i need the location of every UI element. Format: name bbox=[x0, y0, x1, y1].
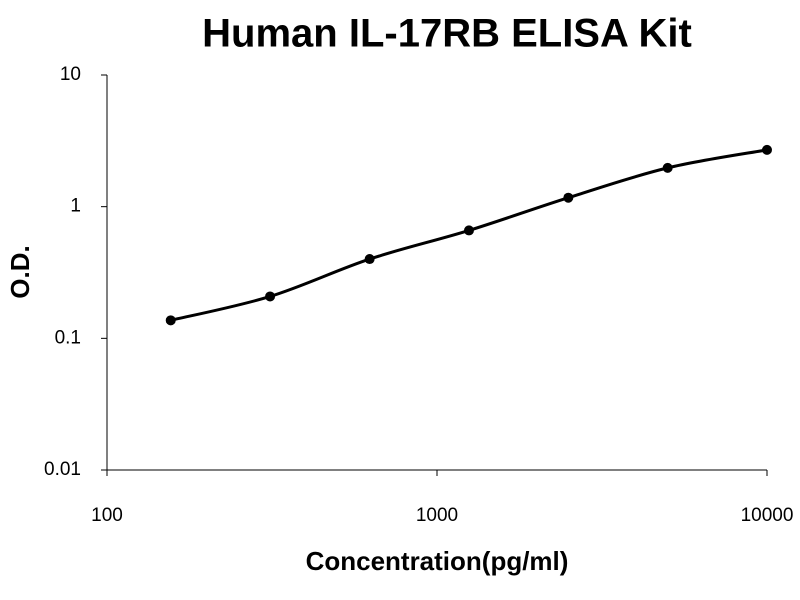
y-tick-label: 1 bbox=[70, 196, 81, 217]
data-point bbox=[364, 254, 375, 265]
data-point bbox=[165, 315, 176, 326]
x-axis-label: Concentration(pg/ml) bbox=[306, 546, 569, 576]
data-point bbox=[762, 144, 772, 155]
data-point bbox=[463, 225, 474, 236]
x-tick-label: 1000 bbox=[416, 505, 458, 526]
data-point bbox=[563, 192, 574, 203]
x-tick-label: 10000 bbox=[741, 505, 794, 526]
chart-title: Human IL-17RB ELISA Kit bbox=[202, 12, 692, 56]
data-point bbox=[662, 162, 673, 173]
data-point bbox=[265, 291, 276, 302]
x-tick-label: 100 bbox=[91, 505, 123, 526]
y-tick-label: 0.01 bbox=[44, 459, 81, 480]
y-tick-label: 10 bbox=[60, 64, 81, 85]
y-axis-label: O.D. bbox=[5, 245, 35, 298]
y-tick-label: 0.1 bbox=[55, 327, 81, 348]
